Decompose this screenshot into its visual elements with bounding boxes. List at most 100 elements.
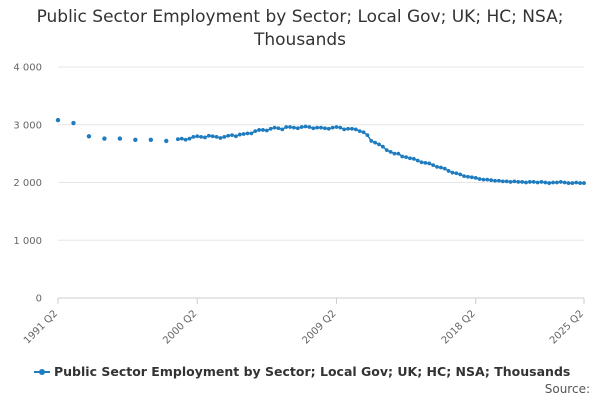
- data-point[interactable]: [346, 126, 350, 131]
- data-point[interactable]: [322, 126, 327, 131]
- data-point[interactable]: [555, 180, 559, 185]
- data-point[interactable]: [535, 180, 540, 185]
- data-point[interactable]: [350, 126, 354, 131]
- data-point[interactable]: [489, 178, 494, 183]
- data-point[interactable]: [71, 120, 76, 126]
- data-point[interactable]: [222, 134, 227, 139]
- data-point[interactable]: [303, 124, 308, 129]
- data-point[interactable]: [508, 180, 513, 184]
- data-point[interactable]: [582, 181, 586, 185]
- data-point[interactable]: [458, 172, 463, 177]
- data-point[interactable]: [133, 137, 138, 142]
- data-point[interactable]: [338, 125, 343, 130]
- data-point[interactable]: [203, 135, 207, 140]
- data-point[interactable]: [473, 175, 478, 180]
- data-point[interactable]: [292, 125, 296, 130]
- data-point[interactable]: [442, 166, 447, 171]
- data-point[interactable]: [206, 133, 211, 138]
- data-point[interactable]: [384, 148, 389, 153]
- data-point[interactable]: [380, 144, 385, 149]
- data-point[interactable]: [373, 140, 378, 145]
- data-point[interactable]: [117, 136, 123, 141]
- legend[interactable]: Public Sector Employment by Sector; Loca…: [34, 364, 570, 379]
- data-point[interactable]: [578, 181, 583, 185]
- data-point[interactable]: [539, 180, 544, 184]
- data-point[interactable]: [175, 137, 180, 142]
- series-public-sector-employment[interactable]: [55, 117, 586, 185]
- data-point[interactable]: [191, 134, 196, 139]
- data-point[interactable]: [377, 142, 381, 147]
- data-point[interactable]: [512, 179, 517, 184]
- data-point[interactable]: [388, 149, 393, 154]
- data-point[interactable]: [411, 156, 416, 161]
- data-point[interactable]: [392, 151, 397, 156]
- data-point[interactable]: [357, 129, 362, 134]
- data-point[interactable]: [326, 126, 331, 131]
- data-point[interactable]: [438, 165, 443, 170]
- data-point[interactable]: [245, 131, 250, 136]
- data-point[interactable]: [257, 128, 262, 132]
- data-point[interactable]: [55, 117, 61, 123]
- data-point[interactable]: [315, 125, 320, 130]
- data-point[interactable]: [481, 177, 486, 182]
- data-point[interactable]: [404, 155, 408, 159]
- data-point[interactable]: [400, 154, 405, 159]
- data-point[interactable]: [408, 156, 412, 161]
- data-point[interactable]: [396, 151, 401, 156]
- data-point[interactable]: [516, 180, 521, 184]
- data-point[interactable]: [295, 126, 300, 131]
- data-point[interactable]: [319, 125, 323, 130]
- data-point[interactable]: [353, 127, 358, 132]
- data-point[interactable]: [330, 125, 335, 130]
- data-point[interactable]: [524, 180, 528, 185]
- data-point[interactable]: [427, 161, 432, 166]
- data-point[interactable]: [450, 170, 455, 175]
- data-point[interactable]: [164, 138, 169, 144]
- data-point[interactable]: [86, 134, 92, 139]
- data-point[interactable]: [102, 136, 107, 141]
- data-point[interactable]: [272, 125, 277, 130]
- data-point[interactable]: [284, 125, 289, 129]
- data-point[interactable]: [361, 130, 366, 135]
- data-point[interactable]: [195, 134, 200, 139]
- data-point[interactable]: [423, 160, 428, 165]
- data-point[interactable]: [562, 180, 567, 185]
- data-point[interactable]: [218, 136, 223, 140]
- data-point[interactable]: [214, 134, 219, 139]
- data-point[interactable]: [183, 137, 188, 142]
- data-point[interactable]: [574, 180, 579, 185]
- data-point[interactable]: [261, 128, 265, 132]
- data-point[interactable]: [419, 160, 424, 165]
- data-point[interactable]: [365, 133, 370, 138]
- data-point[interactable]: [210, 134, 215, 139]
- data-point[interactable]: [527, 180, 532, 184]
- data-point[interactable]: [226, 133, 231, 138]
- data-point[interactable]: [570, 181, 575, 185]
- data-point[interactable]: [148, 137, 154, 142]
- data-point[interactable]: [558, 180, 563, 184]
- data-point[interactable]: [234, 134, 238, 139]
- data-point[interactable]: [477, 177, 482, 181]
- data-point[interactable]: [268, 126, 273, 131]
- data-point[interactable]: [334, 125, 339, 129]
- data-point[interactable]: [264, 128, 269, 133]
- data-point[interactable]: [566, 181, 571, 185]
- data-point[interactable]: [237, 132, 242, 137]
- data-point[interactable]: [187, 136, 192, 141]
- data-point[interactable]: [500, 179, 505, 184]
- data-point[interactable]: [288, 125, 292, 129]
- data-point[interactable]: [497, 178, 501, 183]
- data-point[interactable]: [543, 180, 548, 185]
- data-point[interactable]: [531, 180, 536, 184]
- data-point[interactable]: [415, 158, 420, 163]
- data-point[interactable]: [249, 131, 254, 136]
- data-point[interactable]: [435, 165, 439, 169]
- data-point[interactable]: [307, 125, 312, 129]
- data-point[interactable]: [253, 129, 258, 134]
- data-point[interactable]: [241, 132, 246, 136]
- data-point[interactable]: [369, 139, 374, 143]
- data-point[interactable]: [179, 136, 184, 141]
- data-point[interactable]: [462, 174, 467, 179]
- data-point[interactable]: [431, 163, 436, 168]
- data-point[interactable]: [485, 177, 490, 182]
